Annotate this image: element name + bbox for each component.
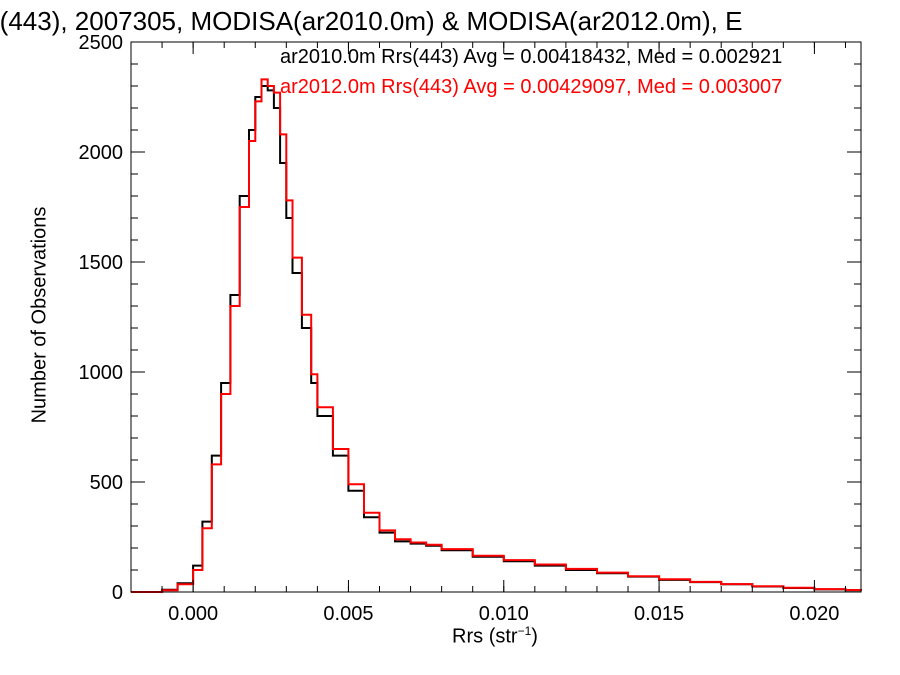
series-ar2010.0m-line [131, 85, 862, 593]
series-ar2012.0m-line [131, 78, 862, 593]
y-tick-label: 1500 [79, 252, 124, 274]
x-tick-label: 0.005 [323, 603, 373, 625]
y-tick-label: 500 [90, 472, 123, 494]
x-tick-label: 0.015 [634, 603, 684, 625]
x-tick-label: 0.020 [789, 603, 839, 625]
legend-entry-ar2012: ar2012.0m Rrs(443) Avg = 0.00429097, Med… [280, 76, 783, 98]
y-tick-label: 2000 [79, 142, 124, 164]
y-tick-label: 0 [112, 582, 123, 604]
x-axis-label-exponent: −1 [517, 624, 532, 638]
x-axis-label-close: ) [531, 625, 538, 648]
x-tick-label: 0.010 [479, 603, 529, 625]
x-tick-label: 0.000 [168, 603, 218, 625]
x-axis-label-main: Rrs (str [452, 625, 518, 648]
y-tick-label: 1000 [79, 362, 124, 384]
x-axis-label: Rrs (str−1) [452, 624, 538, 649]
chart-title: rs(443), 2007305, MODISA(ar2010.0m) & MO… [0, 6, 743, 36]
y-axis-label: Number of Observations [28, 206, 51, 424]
legend-entry-ar2010: ar2010.0m Rrs(443) Avg = 0.00418432, Med… [280, 46, 783, 68]
plot-frame [130, 41, 862, 593]
y-tick-label: 2500 [79, 32, 124, 54]
